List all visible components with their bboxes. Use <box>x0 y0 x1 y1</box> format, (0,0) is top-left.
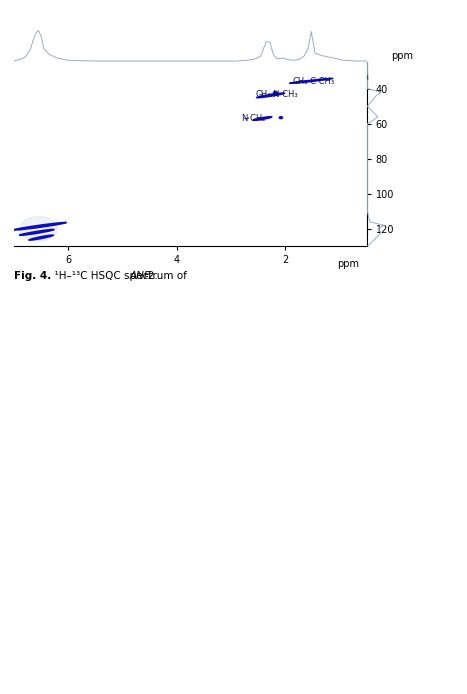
Ellipse shape <box>253 117 272 121</box>
Text: CH₃·C·CH₃: CH₃·C·CH₃ <box>292 77 334 86</box>
Ellipse shape <box>14 222 66 230</box>
Text: -2.: -2. <box>145 271 158 280</box>
Ellipse shape <box>273 92 278 94</box>
Text: ppm: ppm <box>391 51 413 60</box>
Text: N·CH₂: N·CH₂ <box>241 114 265 123</box>
Ellipse shape <box>256 93 285 98</box>
Text: ppm: ppm <box>338 260 360 269</box>
Text: ¹H–¹³C HSQC spectrum of: ¹H–¹³C HSQC spectrum of <box>48 271 190 280</box>
Ellipse shape <box>279 117 283 119</box>
Text: Fig. 4.: Fig. 4. <box>14 271 51 280</box>
Ellipse shape <box>19 229 54 235</box>
Text: CH₃·N·CH₃: CH₃·N·CH₃ <box>255 90 298 99</box>
Ellipse shape <box>290 78 333 83</box>
Ellipse shape <box>29 235 53 240</box>
Ellipse shape <box>20 217 57 241</box>
Text: ANF: ANF <box>130 271 151 280</box>
